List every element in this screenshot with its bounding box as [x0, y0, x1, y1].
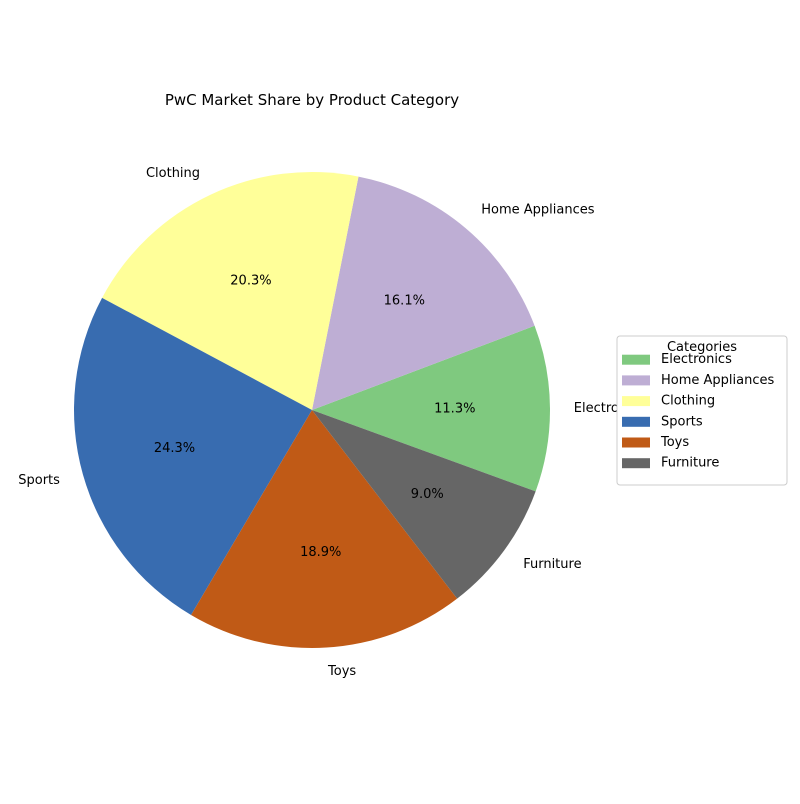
category-label-furniture: Furniture — [523, 557, 581, 572]
chart-title: PwC Market Share by Product Category — [165, 91, 459, 109]
percent-label-sports: 24.3% — [154, 441, 195, 456]
legend: Categories Electronics Home Appliances Clo… — [616, 335, 788, 486]
legend-frame — [616, 335, 788, 486]
percent-label-electronics: 11.3% — [434, 402, 475, 417]
category-label-clothing: Clothing — [146, 166, 200, 181]
pie-slice-toys — [191, 410, 458, 648]
pie-slice-home-appliances — [312, 176, 535, 410]
category-label-sports: Sports — [18, 473, 60, 488]
legend-swatch-sports — [622, 416, 650, 427]
pie-slices — [73, 172, 550, 648]
percent-label-clothing: 20.3% — [230, 273, 271, 288]
percent-label-furniture: 9.0% — [411, 487, 444, 502]
pie-slice-electronics — [312, 325, 550, 492]
legend-swatch-toys — [622, 437, 650, 448]
legend-label-electronics: Electronics — [661, 352, 732, 367]
legend-swatch-furniture — [622, 458, 650, 469]
legend-label-toys: Toys — [660, 435, 689, 450]
percent-label-toys: 18.9% — [300, 545, 341, 560]
legend-label-furniture: Furniture — [661, 456, 719, 471]
legend-label-clothing: Clothing — [661, 394, 715, 409]
pie-slice-furniture — [312, 410, 536, 599]
pie-slice-clothing — [102, 172, 359, 410]
legend-title: Categories — [667, 340, 737, 355]
legend-label-home-appliances: Home Appliances — [661, 373, 774, 388]
legend-swatch-home-appliances — [622, 375, 650, 386]
category-label-toys: Toys — [327, 664, 356, 679]
legend-swatch-electronics — [622, 354, 650, 365]
legend-label-sports: Sports — [661, 414, 703, 429]
percent-labels: 11.3% 16.1% 20.3% 24.3% 18.9% 9.0% — [154, 273, 476, 560]
legend-swatch-clothing — [622, 396, 650, 407]
percent-label-home-appliances: 16.1% — [384, 294, 425, 309]
pie-slice-sports — [73, 297, 312, 615]
category-label-home-appliances: Home Appliances — [481, 203, 594, 218]
